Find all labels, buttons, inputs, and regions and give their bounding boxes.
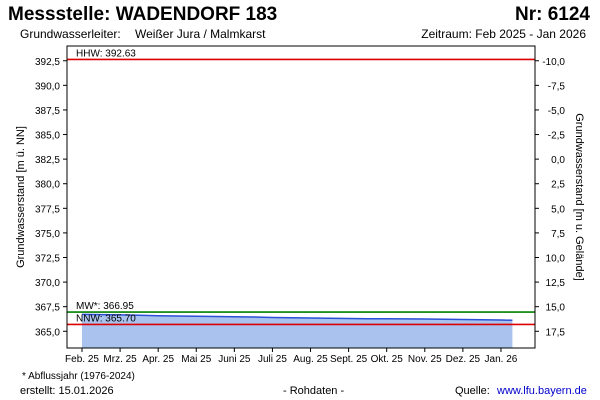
mw-label: MW*: 366.95 [76, 301, 134, 312]
x-tick-label: Juni 25 [218, 354, 251, 365]
y-tick-label: 377,5 [35, 204, 60, 215]
y2-tick-label: 15,0 [546, 303, 566, 314]
series-area [82, 314, 513, 348]
footnote: * Abflussjahr (1976-2024) [22, 371, 135, 382]
y2-tick-label: -10,0 [542, 57, 565, 68]
y-tick-label: 370,0 [35, 278, 60, 289]
created-date: erstellt: 15.01.2026 [20, 385, 114, 397]
plot-border [66, 45, 536, 349]
x-tick-label: Aug. 25 [293, 354, 328, 365]
aquifer-label: Grundwasserleiter: [20, 27, 121, 41]
x-tick-label: Apr. 25 [142, 354, 174, 365]
y2-tick-label: 5,0 [551, 204, 565, 215]
period-label: Zeitraum: Feb 2025 - Jan 2026 [421, 27, 586, 41]
y-tick-label: 380,0 [35, 180, 60, 191]
x-tick-label: Mai 25 [181, 354, 211, 365]
y-tick-label: 392,5 [35, 57, 60, 68]
y-tick-label: 382,5 [35, 155, 60, 166]
y2-tick-label: 0,0 [551, 155, 565, 166]
y2-tick-label: -5,0 [548, 106, 566, 117]
x-tick-label: Mrz. 25 [103, 354, 137, 365]
y-tick-label: 385,0 [35, 131, 60, 142]
source-label: Quelle: [455, 385, 490, 397]
station-number: Nr: 6124 [515, 4, 590, 25]
page-title: Messstelle: WADENDORF 183 [8, 4, 278, 25]
y2-tick-label: 12,5 [546, 278, 566, 289]
x-tick-label: Sept. 25 [330, 354, 368, 365]
y2-tick-label: -7,5 [548, 81, 566, 92]
x-tick-label: Dez. 25 [446, 354, 481, 365]
y-tick-label: 367,5 [35, 303, 60, 314]
series-line [81, 313, 513, 322]
y-axis-title: Grundwasserstand [m ü. NN] [15, 126, 27, 268]
source-link[interactable]: www.lfu.bayern.de [497, 385, 587, 397]
y-tick-label: 387,5 [35, 106, 60, 117]
y-tick-label: 372,5 [35, 253, 60, 264]
y-tick-label: 365,0 [35, 327, 60, 338]
y2-tick-label: 2,5 [551, 180, 565, 191]
nnw-label: NNW: 365.70 [76, 313, 136, 324]
hhw-label: HHW: 392.63 [76, 48, 136, 59]
aquifer-value: Weißer Jura / Malmkarst [135, 27, 266, 41]
x-tick-label: Feb. 25 [65, 354, 99, 365]
y2-tick-label: 7,5 [551, 229, 565, 240]
rawdata-note: - Rohdaten - [283, 385, 345, 397]
x-tick-label: Juli 25 [258, 354, 287, 365]
y2-axis-title: Grundwasserstand [m u. Gelände] [573, 113, 585, 281]
y2-tick-label: 17,5 [546, 327, 566, 338]
y-tick-label: 390,0 [35, 81, 60, 92]
y-tick-label: 375,0 [35, 229, 60, 240]
y2-tick-label: -2,5 [548, 131, 566, 142]
x-tick-label: Jan. 26 [485, 354, 518, 365]
x-tick-label: Okt. 25 [371, 354, 404, 365]
x-tick-label: Nov. 25 [408, 354, 442, 365]
y2-tick-label: 10,0 [546, 253, 566, 264]
